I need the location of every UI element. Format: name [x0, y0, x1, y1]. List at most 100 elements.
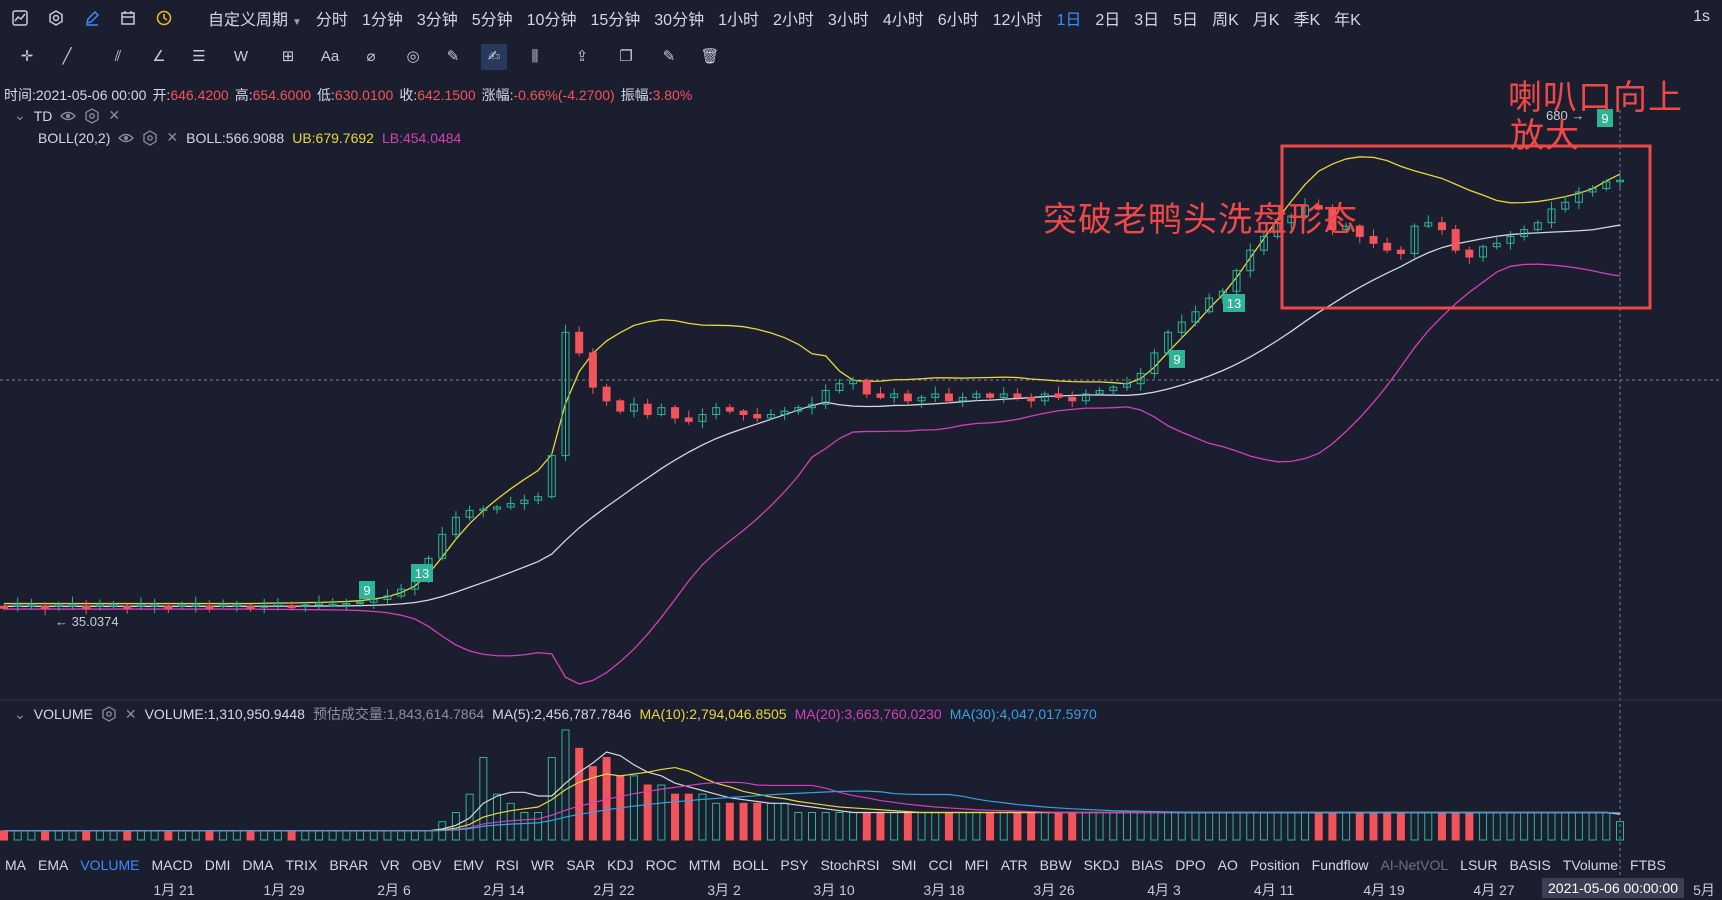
- period-15[interactable]: 3日: [1134, 12, 1160, 29]
- indicator-tab-ao[interactable]: AO: [1217, 857, 1238, 873]
- period-9[interactable]: 3小时: [827, 12, 869, 29]
- indicator-tab-tvolume[interactable]: TVolume: [1562, 857, 1619, 873]
- indicator-tab-fundflow[interactable]: Fundflow: [1311, 857, 1369, 873]
- indicator-tab-bias[interactable]: BIAS: [1131, 857, 1164, 873]
- period-7[interactable]: 1小时: [718, 12, 759, 29]
- text-icon[interactable]: Aa: [320, 48, 340, 65]
- close-icon[interactable]: ✕: [124, 705, 137, 722]
- indicator-tab-psy[interactable]: PSY: [780, 857, 809, 873]
- measure-box-icon[interactable]: ⊞: [281, 48, 295, 65]
- indicator-tab-atr[interactable]: ATR: [1000, 857, 1028, 873]
- indicator-tab-ema[interactable]: EMA: [38, 857, 69, 873]
- period-3[interactable]: 5分钟: [471, 12, 513, 29]
- parallel-line-icon[interactable]: ⫽: [114, 48, 122, 65]
- indicator-tab-bbw[interactable]: BBW: [1039, 857, 1072, 873]
- indicator-tab-position[interactable]: Position: [1249, 857, 1300, 873]
- indicator-tab-dma[interactable]: DMA: [242, 857, 274, 873]
- volume-bar: [1465, 812, 1474, 841]
- settings-hex-icon[interactable]: [48, 10, 64, 26]
- volume-bar: [876, 812, 885, 841]
- lock-icon[interactable]: ⇪: [575, 48, 589, 65]
- indicator-tab-sar[interactable]: SAR: [566, 857, 596, 873]
- period-5[interactable]: 15分钟: [590, 12, 641, 29]
- period-18[interactable]: 月K: [1252, 12, 1280, 29]
- period-4[interactable]: 10分钟: [526, 12, 577, 29]
- indicator-tab-rsi[interactable]: RSI: [495, 857, 520, 873]
- angle-icon[interactable]: ∠: [152, 48, 166, 65]
- period-1[interactable]: 1分钟: [361, 12, 403, 29]
- indicator-tab-trix[interactable]: TRIX: [285, 857, 318, 873]
- pattern-icon[interactable]: ◎: [406, 48, 420, 65]
- period-14[interactable]: 2日: [1095, 12, 1121, 29]
- indicator-tab-mtm[interactable]: MTM: [688, 857, 721, 873]
- volume-bar: [1191, 812, 1200, 841]
- indicator-tab-volume[interactable]: VOLUME: [80, 857, 140, 873]
- trash-icon[interactable]: 🗑: [700, 48, 720, 65]
- interval-selector[interactable]: 1s: [1693, 8, 1710, 25]
- indicator-tab-dpo[interactable]: DPO: [1175, 857, 1206, 873]
- horizontal-lines-icon[interactable]: ☰: [192, 48, 206, 65]
- custom-period-dropdown[interactable]: 自定义周期 ▼: [208, 6, 302, 30]
- period-12[interactable]: 12小时: [992, 12, 1043, 29]
- brush-icon[interactable]: ✍: [481, 44, 507, 70]
- indicator-tab-smi[interactable]: SMI: [891, 857, 917, 873]
- chart-type-icon[interactable]: [12, 10, 28, 26]
- indicator-tab-kdj[interactable]: KDJ: [607, 857, 634, 873]
- close-icon[interactable]: ✕: [108, 107, 121, 123]
- copy-icon[interactable]: ❐: [619, 48, 633, 65]
- crosshair-icon[interactable]: ✛: [20, 48, 34, 65]
- period-8[interactable]: 2小时: [773, 12, 814, 29]
- period-17[interactable]: 周K: [1212, 12, 1239, 29]
- period-11[interactable]: 6小时: [937, 12, 979, 29]
- indicator-tab-lsur[interactable]: LSUR: [1460, 857, 1498, 873]
- indicator-tab-brar[interactable]: BRAR: [329, 857, 369, 873]
- indicator-tab-vr[interactable]: VR: [380, 857, 400, 873]
- collapse-chevron-icon[interactable]: ⌄: [14, 705, 26, 722]
- close-icon[interactable]: ✕: [166, 129, 179, 145]
- indicator-tab-roc[interactable]: ROC: [645, 857, 677, 873]
- volume-bar: [136, 830, 145, 841]
- candles-icon[interactable]: ⫼: [531, 48, 539, 65]
- period-20[interactable]: 年K: [1334, 12, 1361, 29]
- indicator-tab-cci[interactable]: CCI: [928, 857, 953, 873]
- indicator-tab-ai-netvol[interactable]: AI-NetVOL: [1380, 857, 1449, 873]
- pen-icon[interactable]: [84, 10, 100, 26]
- fib-icon[interactable]: ⌀: [366, 48, 376, 65]
- clock-icon[interactable]: [156, 10, 172, 26]
- period-0[interactable]: 分时: [315, 12, 348, 29]
- settings-hex-icon[interactable]: [84, 107, 100, 124]
- period-6[interactable]: 30分钟: [654, 12, 705, 29]
- edit-icon[interactable]: ✎: [662, 48, 676, 65]
- volume-bar: [1383, 812, 1392, 841]
- indicator-tab-wr[interactable]: WR: [531, 857, 555, 873]
- breakout-annotation: 突破老鸭头洗盘形态: [1043, 200, 1358, 240]
- indicator-tab-boll[interactable]: BOLL: [732, 857, 769, 873]
- indicator-tab-macd[interactable]: MACD: [151, 857, 193, 873]
- period-13[interactable]: 1日: [1056, 12, 1082, 29]
- collapse-chevron-icon[interactable]: ⌄: [14, 107, 26, 123]
- indicator-tab-skdj[interactable]: SKDJ: [1083, 857, 1120, 873]
- ruler-icon[interactable]: ✎: [446, 48, 460, 65]
- settings-hex-icon[interactable]: [101, 706, 117, 722]
- indicator-tab-obv[interactable]: OBV: [411, 857, 442, 873]
- period-19[interactable]: 季K: [1293, 12, 1321, 29]
- eye-icon[interactable]: [118, 130, 135, 146]
- volume-bar: [753, 802, 762, 841]
- period-10[interactable]: 4小时: [882, 12, 924, 29]
- indicator-tab-basis[interactable]: BASIS: [1509, 857, 1551, 873]
- period-2[interactable]: 3分钟: [416, 12, 458, 29]
- indicator-tab-ftbs[interactable]: FTBS: [1630, 857, 1666, 873]
- line-icon[interactable]: ╱: [62, 48, 72, 65]
- indicator-tab-emv[interactable]: EMV: [453, 857, 484, 873]
- settings-hex-icon[interactable]: [142, 129, 158, 146]
- indicator-tab-ma[interactable]: MA: [5, 857, 26, 873]
- eye-icon[interactable]: [60, 108, 77, 124]
- indicator-tab-stochrsi[interactable]: StochRSI: [820, 857, 880, 873]
- calendar-icon[interactable]: [120, 10, 136, 26]
- td-marker: [1597, 109, 1613, 127]
- indicator-tab-dmi[interactable]: DMI: [204, 857, 231, 873]
- wave-icon[interactable]: W: [233, 48, 249, 65]
- indicator-tab-mfi[interactable]: MFI: [964, 857, 989, 873]
- period-16[interactable]: 5日: [1173, 12, 1199, 29]
